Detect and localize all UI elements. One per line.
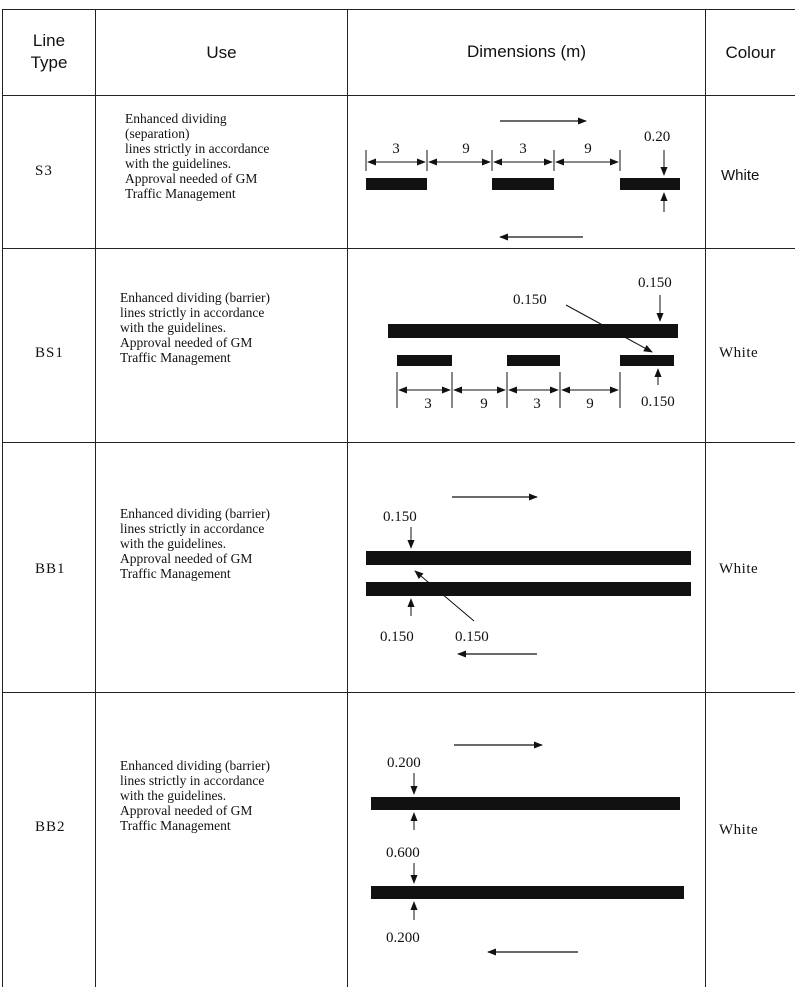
column-divider — [2, 9, 3, 987]
use-description-bs1: Enhanced dividing (barrier) lines strict… — [120, 290, 270, 365]
header-dimensions: Dimensions (m) — [466, 42, 587, 61]
header-colour: Colour — [725, 43, 776, 62]
use-description-s3: Enhanced dividing (separation) lines str… — [125, 111, 270, 201]
header-use: Use — [206, 43, 237, 62]
row-divider — [2, 692, 795, 693]
dimension-label: 3 — [424, 396, 432, 412]
use-description-bb2: Enhanced dividing (barrier) lines strict… — [120, 758, 270, 833]
row-divider — [2, 248, 795, 249]
dimension-label: 9 — [462, 141, 470, 157]
column-divider — [705, 9, 706, 987]
gap-leader — [414, 570, 475, 622]
gap-leader — [565, 304, 653, 353]
dimension-label: 9 — [586, 396, 594, 412]
gap-label: 0.150 — [455, 629, 489, 645]
table-border-top — [2, 9, 795, 10]
gap-label: 0.150 — [513, 292, 547, 308]
header-line-type: Line Type — [30, 31, 68, 72]
column-divider — [95, 9, 96, 987]
width-label: 0.150 — [380, 629, 414, 645]
line-segment — [397, 355, 452, 366]
continuous-line — [388, 324, 678, 338]
line-type-bb1: BB1 — [35, 561, 66, 577]
use-description-bb1: Enhanced dividing (barrier) lines strict… — [120, 506, 270, 581]
column-divider — [347, 9, 348, 987]
dimension-label: 3 — [392, 141, 400, 157]
width-label: 0.200 — [386, 930, 420, 946]
width-label: 0.150 — [641, 394, 675, 410]
dimension-label: 9 — [584, 141, 592, 157]
line-segment — [366, 178, 427, 190]
colour-s3: White — [721, 167, 760, 184]
diagram-s3: 3 9 3 9 0.20 — [365, 117, 680, 241]
width-label: 0.150 — [638, 275, 672, 291]
diagram-bb1: 0.150 0.150 0.150 — [366, 493, 691, 658]
diagram-bs1: 0.150 0.150 0.150 3 9 3 9 — [388, 275, 678, 412]
continuous-line — [371, 886, 684, 899]
dimension-label: 9 — [480, 396, 488, 412]
line-type-s3: S3 — [35, 163, 53, 179]
line-type-bs1: BS1 — [35, 345, 64, 361]
continuous-line — [366, 551, 691, 565]
dimension-label: 3 — [533, 396, 541, 412]
continuous-line — [371, 797, 680, 810]
line-segment — [620, 178, 680, 190]
width-label: 0.20 — [644, 129, 670, 145]
colour-bb2: White — [719, 822, 759, 838]
row-divider — [2, 442, 795, 443]
dimension-label: 3 — [519, 141, 527, 157]
continuous-line — [366, 582, 691, 596]
gap-label: 0.600 — [386, 845, 420, 861]
line-type-bb2: BB2 — [35, 819, 66, 835]
colour-bs1: White — [719, 345, 759, 361]
diagram-bb2: 0.200 0.600 0.200 — [371, 741, 684, 956]
line-segment — [507, 355, 560, 366]
line-segment — [620, 355, 674, 366]
line-segment — [492, 178, 554, 190]
header-divider — [2, 95, 795, 96]
width-label: 0.200 — [387, 755, 421, 771]
colour-bb1: White — [719, 561, 759, 577]
width-label: 0.150 — [383, 509, 417, 525]
